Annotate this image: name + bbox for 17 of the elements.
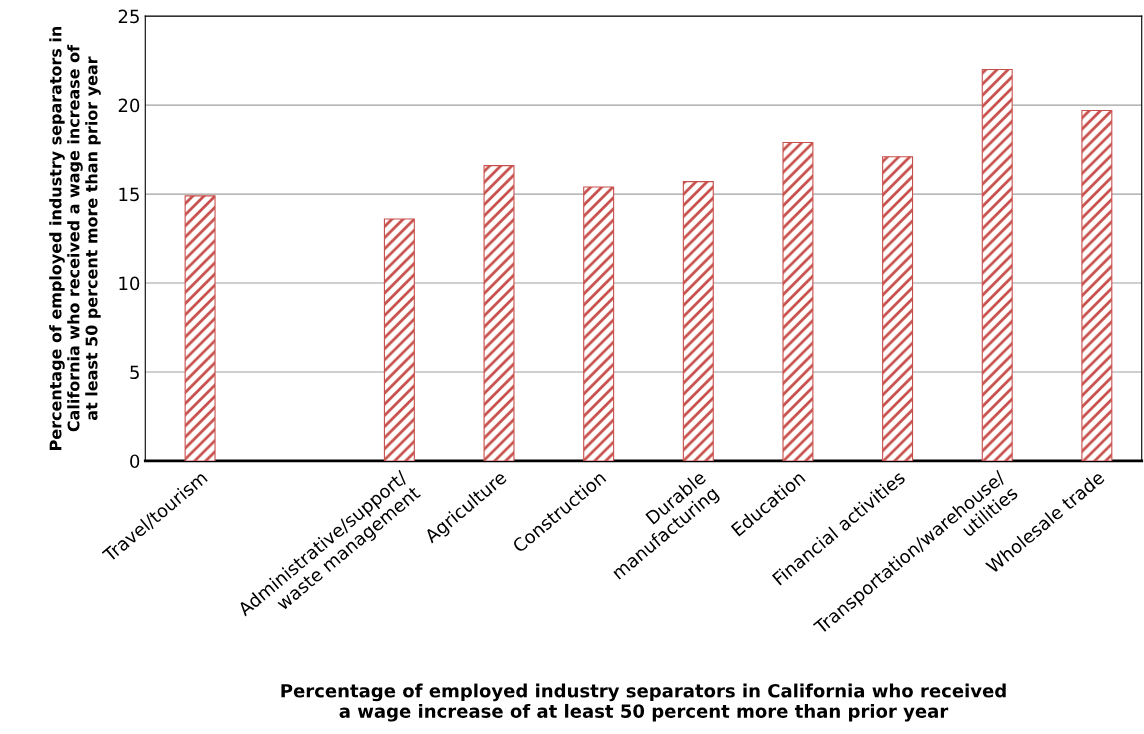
y-axis-title: Percentage of employed industry separators in California who received a wage increase of at least 50 percent more than prior year xyxy=(49,26,101,450)
bar xyxy=(1081,109,1113,461)
bar xyxy=(882,156,914,461)
bar xyxy=(682,181,714,461)
y-tick-label: 0 xyxy=(130,454,140,469)
bar xyxy=(483,165,515,461)
y-tick-label: 15 xyxy=(119,187,139,202)
y-tick-label: 25 xyxy=(118,9,139,24)
bar xyxy=(782,141,814,461)
x-axis-title: Percentage of employed industry separators in California who received a wage increase of at least 50 percent more than prior year xyxy=(281,683,1006,722)
bar xyxy=(981,68,1013,461)
y-tick-label: 20 xyxy=(118,98,140,113)
bar xyxy=(383,218,415,461)
bar xyxy=(184,195,216,461)
y-tick-label: 10 xyxy=(119,276,140,291)
bar xyxy=(583,186,615,461)
y-tick-label: 5 xyxy=(130,365,139,380)
